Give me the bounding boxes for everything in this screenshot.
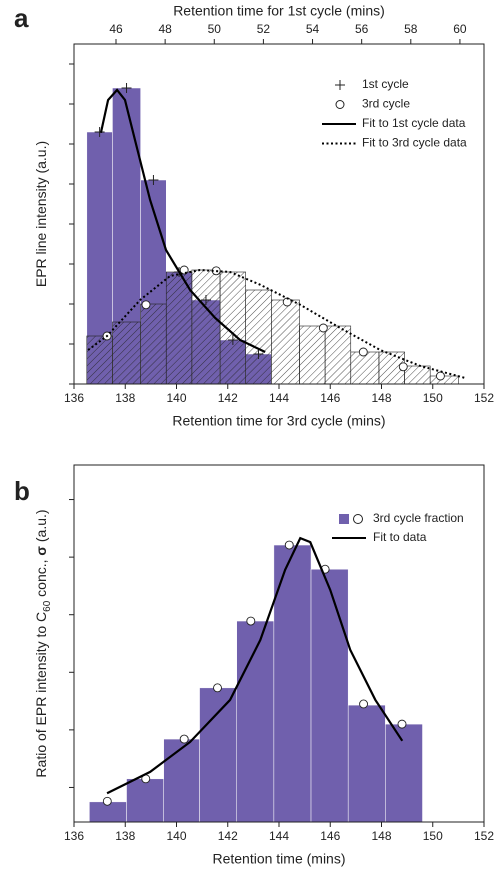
- x-axis-label: Retention time (mins): [212, 851, 345, 867]
- circle-marker: [435, 371, 445, 381]
- bar: [165, 271, 193, 385]
- panel: a 136 138 140 142 144 146 148 150 152 46 48 50 52 54 56…: [14, 3, 494, 429]
- x-tick-label: 144: [269, 829, 289, 843]
- circle-marker: [141, 300, 151, 310]
- bar: [245, 289, 272, 385]
- bar: [199, 687, 237, 823]
- legend-label: Fit to 3rd cycle data: [362, 136, 467, 150]
- x-tick-label: 150: [423, 829, 443, 843]
- circle-marker: [246, 616, 256, 626]
- bar: [324, 325, 352, 385]
- x2-tick-label: 46: [109, 22, 123, 36]
- legend-label: 3rd cycle: [362, 97, 410, 111]
- bar: [404, 365, 431, 385]
- x-tick-label: 150: [423, 391, 443, 405]
- circle-marker: [284, 540, 294, 550]
- bar: [112, 321, 141, 385]
- legend-label: 3rd cycle fraction: [373, 511, 464, 525]
- plus-marker: [253, 349, 264, 359]
- panel-label: b: [14, 476, 30, 506]
- y-axis-label-part: 60: [42, 600, 53, 612]
- x-tick-label: 136: [64, 391, 84, 405]
- legend-swatch: [339, 514, 349, 524]
- bar: [219, 271, 246, 385]
- x2-tick-label: 54: [306, 22, 320, 36]
- bar: [236, 620, 275, 823]
- circle-marker: [318, 323, 328, 333]
- y-axis-label-part: σ: [33, 546, 49, 556]
- circle-marker: [213, 683, 222, 693]
- plus-marker: [121, 83, 132, 93]
- legend-circle: [335, 100, 345, 109]
- x-tick-label: 148: [371, 391, 391, 405]
- y-axis-label: EPR line intensity (a.u.): [33, 141, 49, 287]
- bar: [385, 723, 423, 823]
- circle-marker: [397, 719, 407, 729]
- panel: b 136 138 140 142 144 146 148 150 152 Retention ti…: [14, 464, 494, 867]
- bar: [310, 568, 349, 823]
- circle-marker: [179, 734, 189, 744]
- x2-tick-label: 48: [158, 22, 172, 36]
- plus-marker: [200, 295, 211, 305]
- y-axis-label: Ratio of EPR intensity to C60 conc., σ (…: [33, 509, 53, 777]
- x2-tick-label: 56: [355, 22, 369, 36]
- x-tick-label: 148: [371, 829, 391, 843]
- legend-label: Fit to 1st cycle data: [362, 116, 466, 130]
- legend-plus: [335, 80, 345, 90]
- circle-marker: [398, 362, 408, 372]
- x-tick-label: 152: [474, 391, 494, 405]
- bar: [299, 325, 326, 385]
- x-tick-label: 144: [269, 391, 289, 405]
- panel-label: a: [14, 3, 29, 33]
- bar: [271, 299, 300, 385]
- legend-circle: [353, 514, 363, 524]
- x2-tick-label: 50: [208, 22, 222, 36]
- legend-label: Fit to data: [373, 530, 427, 544]
- y-axis-label-part: EPR line intensity (a.u.): [33, 141, 49, 287]
- bar: [126, 778, 164, 823]
- fit-line: [87, 268, 466, 379]
- x-tick-label: 138: [115, 829, 135, 843]
- bar: [273, 544, 312, 823]
- x-tick-label: 146: [320, 829, 340, 843]
- circle-marker: [359, 699, 369, 709]
- x-tick-label: 138: [115, 391, 135, 405]
- bar: [347, 704, 386, 823]
- plus-marker: [94, 127, 105, 137]
- x-tick-label: 152: [474, 829, 494, 843]
- y-axis-label-part: Ratio of EPR intensity to C: [33, 612, 49, 778]
- x-tick-label: 140: [166, 829, 186, 843]
- x2-tick-label: 60: [453, 22, 467, 36]
- x-tick-label: 142: [218, 829, 238, 843]
- y-axis-label-part: (a.u.): [33, 509, 49, 546]
- bar: [191, 269, 221, 385]
- x-axis-label: Retention time for 3rd cycle (mins): [172, 413, 385, 429]
- x2-tick-label: 52: [257, 22, 271, 36]
- x2-axis-label: Retention time for 1st cycle (mins): [173, 3, 385, 19]
- x-tick-label: 146: [320, 391, 340, 405]
- legend-label: 1st cycle: [362, 77, 409, 91]
- fit-line: [99, 88, 266, 353]
- circle-marker: [358, 347, 368, 357]
- x-tick-label: 136: [64, 829, 84, 843]
- plus-marker: [148, 175, 159, 185]
- bar: [350, 351, 380, 385]
- x2-tick-label: 58: [404, 22, 418, 36]
- plus-marker: [227, 335, 238, 345]
- bar: [86, 335, 113, 385]
- fit-line: [106, 536, 404, 795]
- bar: [163, 738, 200, 823]
- x-tick-label: 140: [166, 391, 186, 405]
- bar: [140, 303, 167, 385]
- x-tick-label: 142: [218, 391, 238, 405]
- y-axis-label-part: conc.,: [33, 556, 49, 601]
- circle-marker: [102, 796, 112, 806]
